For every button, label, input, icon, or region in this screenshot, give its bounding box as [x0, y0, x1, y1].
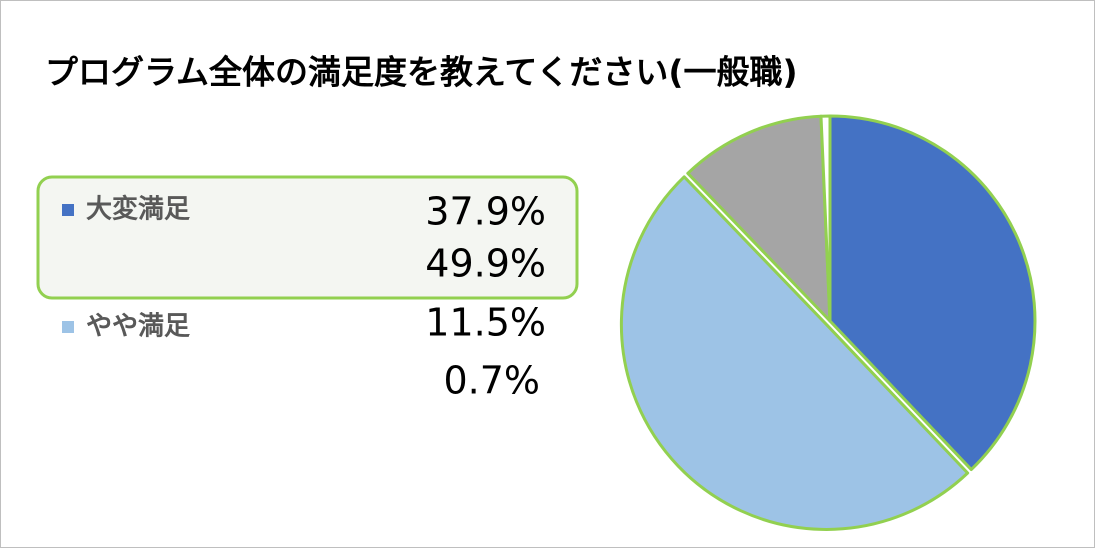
pie-slice	[619, 175, 970, 531]
legend-swatch	[62, 204, 74, 216]
pie-slice	[819, 114, 832, 323]
value-label: 0.7%	[443, 359, 540, 403]
value-label: 11.5%	[425, 301, 546, 345]
value-label: 49.9%	[425, 242, 546, 286]
pie-slice	[686, 114, 832, 323]
legend-swatch	[62, 321, 74, 333]
legend-label: 大変満足	[86, 194, 190, 225]
value-label: 37.9%	[425, 190, 546, 234]
legend-label: やや満足	[86, 312, 190, 342]
pie-slice	[828, 114, 1037, 472]
chart-title: プログラム全体の満足度を教えてください(一般職)	[45, 53, 798, 92]
legend-highlight	[36, 175, 579, 300]
